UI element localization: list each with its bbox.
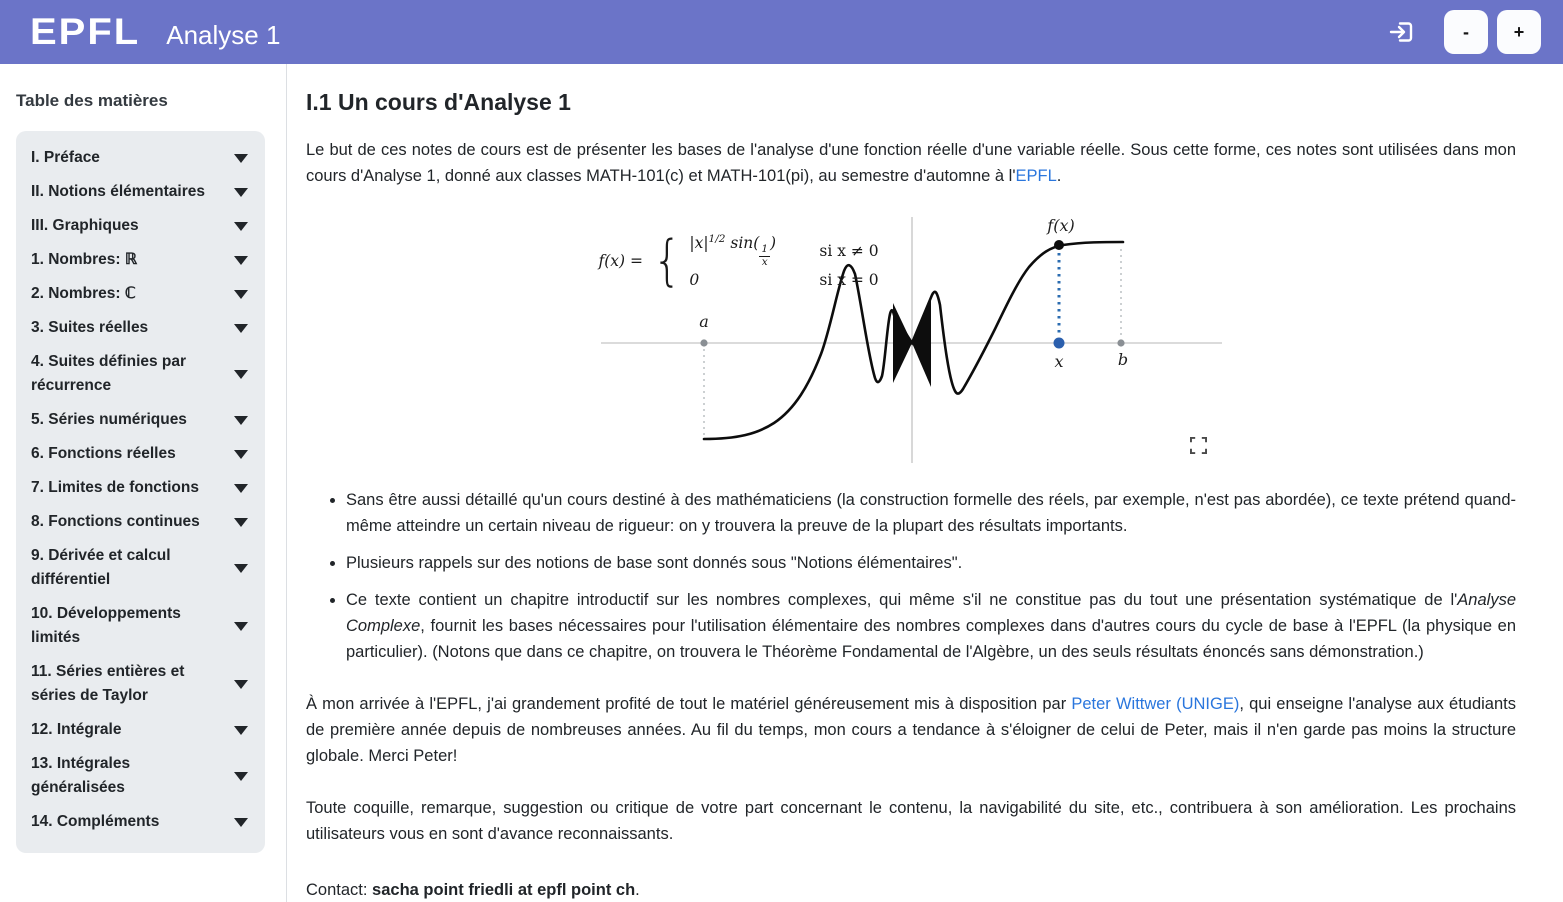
function-plot: a x b f(x)	[600, 216, 1222, 463]
formula-brace: {	[652, 228, 682, 292]
toc-item[interactable]: II. Notions élémentaires	[31, 180, 251, 204]
toc-item-label: 13. Intégrales généralisées	[31, 755, 131, 796]
toc-item[interactable]: 14. Compléments	[31, 810, 251, 834]
chevron-down-icon	[234, 817, 248, 827]
peter-wittwer-link[interactable]: Peter Wittwer (UNIGE)	[1071, 695, 1240, 713]
chevron-down-icon	[234, 725, 248, 735]
label-fx: f(x)	[1046, 216, 1074, 235]
point-x-marker	[1053, 337, 1064, 349]
chevron-down-icon	[234, 483, 248, 493]
toc-item[interactable]: I. Préface	[31, 146, 251, 170]
toc-item[interactable]: 7. Limites de fonctions	[31, 476, 251, 500]
toc-item[interactable]: 9. Dérivée et calcul différentiel	[31, 544, 251, 592]
intro-text-end: .	[1056, 167, 1062, 185]
app-title: Analyse 1	[166, 19, 281, 50]
chevron-down-icon	[234, 187, 248, 197]
label-a: a	[699, 312, 709, 331]
toc-item-label: 4. Suites définies par récurrence	[31, 353, 187, 394]
chevron-down-icon	[234, 369, 248, 379]
font-increase-button[interactable]: +	[1497, 10, 1541, 54]
feedback-paragraph: Toute coquille, remarque, suggestion ou …	[306, 799, 1516, 843]
point-fx-marker	[1053, 240, 1064, 250]
chevron-down-icon	[234, 771, 248, 781]
formula-lhs: f(x) =	[598, 252, 644, 271]
toc-item[interactable]: 8. Fonctions continues	[31, 510, 251, 534]
toc-item[interactable]: 6. Fonctions réelles	[31, 442, 251, 466]
contact-line: Contact: sacha point friedli at epfl poi…	[306, 881, 640, 899]
chevron-down-icon	[234, 449, 248, 459]
intro-paragraph: Le but de ces notes de cours est de prés…	[306, 137, 1516, 189]
toc-item-label: 8. Fonctions continues	[31, 513, 200, 530]
toc-item[interactable]: 1. Nombres: ℝ	[31, 248, 251, 272]
chevron-down-icon	[234, 563, 248, 573]
toc-item-label: 7. Limites de fonctions	[31, 479, 199, 496]
toc-item[interactable]: 12. Intégrale	[31, 718, 251, 742]
toc-item-label: II. Notions élémentaires	[31, 183, 205, 200]
chevron-down-icon	[234, 323, 248, 333]
toc-item-label: 3. Suites réelles	[31, 319, 149, 336]
function-definition: f(x) = { |x|1/2 sin(1 x) si x ≠ 0 0 si x …	[599, 233, 879, 289]
fullscreen-icon[interactable]	[1189, 436, 1207, 459]
chevron-down-icon	[234, 621, 248, 631]
toc-item-label: III. Graphiques	[31, 217, 139, 234]
toc-item-label: 12. Intégrale	[31, 721, 122, 738]
toc-item[interactable]: III. Graphiques	[31, 214, 251, 238]
chevron-down-icon	[234, 517, 248, 527]
toc-item[interactable]: 4. Suites définies par récurrence	[31, 350, 251, 398]
toc-item-label: 2. Nombres: ℂ	[31, 285, 136, 302]
chevron-down-icon	[234, 289, 248, 299]
table-of-contents: I. Préface II. Notions élémentaires III. G…	[16, 131, 265, 853]
toc-item[interactable]: 5. Séries numériques	[31, 408, 251, 432]
toc-item-label: 6. Fonctions réelles	[31, 445, 176, 462]
main-content: I.1 Un cours d'Analyse 1 Le but de ces n…	[287, 64, 1563, 902]
function-curve	[702, 240, 1124, 441]
epfl-logo[interactable]: EPFL	[30, 11, 141, 53]
epfl-link[interactable]: EPFL	[1015, 167, 1057, 185]
toc-item[interactable]: 2. Nombres: ℂ	[31, 282, 251, 306]
chevron-down-icon	[234, 415, 248, 425]
chevron-down-icon	[234, 221, 248, 231]
toc-title: Table des matières	[16, 91, 168, 110]
toc-item-label: 1. Nombres: ℝ	[31, 251, 138, 268]
toc-item-label: 11. Séries entières et séries de Taylor	[31, 663, 185, 704]
chevron-down-icon	[234, 255, 248, 265]
toc-item-label: I. Préface	[31, 149, 100, 166]
formula-case1: |x|1/2 sin(1 x)	[689, 233, 777, 268]
toc-item-label: 14. Compléments	[31, 813, 160, 830]
toc-item[interactable]: 10. Développements limités	[31, 602, 251, 650]
chevron-down-icon	[234, 153, 248, 163]
function-figure: a x b f(x) f(x) = { |x|1/2 sin(1 x) si x …	[599, 215, 1224, 465]
oscillation-envelope-right	[911, 299, 931, 387]
acknowledgement-paragraph: À mon arrivée à l'EPFL, j'ai grandement …	[306, 695, 1516, 765]
contact-email: sacha point friedli at epfl point ch	[372, 881, 636, 899]
toc-item-label: 5. Séries numériques	[31, 411, 187, 428]
login-icon[interactable]	[1387, 17, 1417, 47]
formula-cond1: si x ≠ 0	[819, 241, 879, 260]
list-item: Sans être aussi détaillé qu'un cours des…	[346, 487, 1516, 539]
point-a-marker	[699, 339, 708, 347]
toc-item[interactable]: 11. Séries entières et séries de Taylor	[31, 660, 251, 708]
label-x: x	[1054, 352, 1063, 371]
contact-label: Contact:	[306, 881, 373, 899]
label-b: b	[1117, 350, 1127, 369]
oscillation-envelope-left	[892, 303, 912, 383]
list-item: Plusieurs rappels sur des notions de bas…	[346, 550, 1516, 576]
italic-analyse-complexe: Analyse Complexe	[346, 591, 1516, 635]
formula-case2: 0	[689, 271, 700, 290]
sidebar: Table des matières I. Préface II. Notions…	[0, 64, 287, 902]
page-title: I.1 Un cours d'Analyse 1	[306, 89, 571, 115]
notes-list: Sans être aussi détaillé qu'un cours des…	[306, 487, 1516, 665]
toc-item-label: 9. Dérivée et calcul différentiel	[31, 547, 171, 588]
toc-item[interactable]: 13. Intégrales généralisées	[31, 752, 251, 800]
toc-item-label: 10. Développements limités	[31, 605, 181, 646]
toc-item[interactable]: 3. Suites réelles	[31, 316, 251, 340]
point-b-marker	[1116, 339, 1125, 347]
intro-text: Le but de ces notes de cours est de prés…	[306, 141, 1516, 185]
chevron-down-icon	[234, 679, 248, 689]
app-header: EPFL Analyse 1 - +	[0, 0, 1563, 64]
formula-cond2: si x = 0	[819, 271, 879, 290]
font-decrease-button[interactable]: -	[1444, 10, 1488, 54]
list-item: Ce texte contient un chapitre introducti…	[346, 587, 1516, 665]
